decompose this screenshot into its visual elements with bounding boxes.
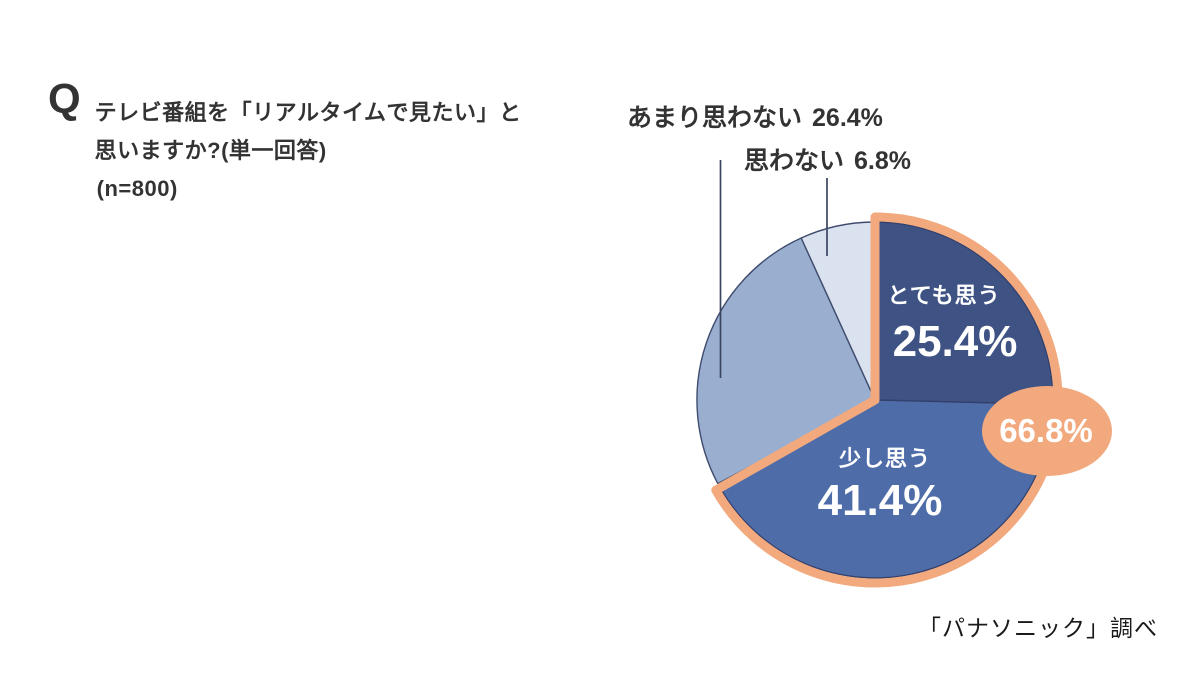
question-line-2: 思いますか?(単一回答) (94, 138, 327, 163)
slice-pct-somewhat-agree: 41.4% (818, 476, 943, 525)
callout-not-at-all: 思わない 6.8% (744, 147, 911, 175)
slice-label-very-agree: とても思う (887, 283, 1000, 308)
question-text: テレビ番組を「リアルタイムで見たい」と 思いますか?(単一回答) (n=800) (95, 78, 522, 208)
highlight-total-badge (982, 386, 1112, 476)
callout-not-really-label: あまり思わない (627, 104, 802, 132)
callout-not-at-all-label: 思わない (744, 147, 844, 175)
question-line-1: テレビ番組を「リアルタイムで見たい」と (94, 100, 522, 125)
highlight-total-pct: 66.8% (999, 412, 1093, 449)
callout-not-really: あまり思わない 26.4% (627, 104, 883, 132)
highlight-group-outline (711, 212, 1063, 588)
question-mark: Q (48, 75, 81, 122)
question-block: Q テレビ番組を「リアルタイムで見たい」と 思いますか?(単一回答) (n=80… (48, 78, 522, 208)
pie-slice-very-agree (874, 221, 1054, 406)
source-credit: 「パナソニック」調べ (918, 615, 1158, 641)
callout-not-really-pct: 26.4% (812, 104, 883, 132)
slice-label-somewhat-agree: 少し思う (838, 446, 931, 471)
callout-not-at-all-pct: 6.8% (854, 147, 911, 175)
slice-pct-very-agree: 25.4% (893, 317, 1018, 366)
question-sample-size: (n=800) (96, 176, 178, 201)
